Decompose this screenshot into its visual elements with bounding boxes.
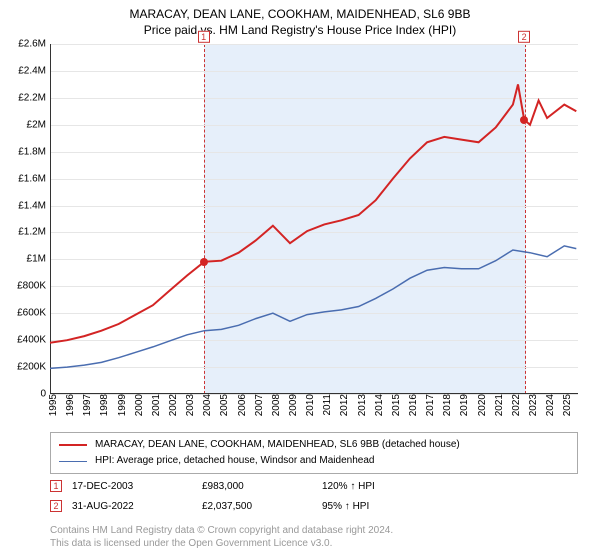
x-tick-label: 2002 — [166, 394, 179, 416]
y-tick-label: £2.2M — [18, 92, 50, 103]
x-tick-label: 2012 — [337, 394, 350, 416]
x-tick-label: 2016 — [406, 394, 419, 416]
legend-swatch-hpi — [59, 461, 87, 462]
legend-row-property: MARACAY, DEAN LANE, COOKHAM, MAIDENHEAD,… — [59, 437, 569, 453]
x-tick-label: 1995 — [46, 394, 59, 416]
x-tick-label: 2001 — [149, 394, 162, 416]
marker-2-icon: 2 — [50, 500, 62, 512]
y-tick-label: £1.6M — [18, 173, 50, 184]
legend-swatch-property — [59, 444, 87, 446]
x-tick-label: 2011 — [320, 394, 333, 416]
y-tick-label: £600K — [17, 308, 50, 319]
x-tick-label: 2006 — [235, 394, 248, 416]
x-tick-label: 1999 — [115, 394, 128, 416]
marker-1-pct: 120% ↑ HPI — [322, 481, 442, 492]
y-tick-label: £800K — [17, 281, 50, 292]
marker-1-box: 1 — [198, 31, 210, 43]
x-tick-label: 2020 — [475, 394, 488, 416]
y-tick-label: £2.4M — [18, 65, 50, 76]
marker-1-date: 17-DEC-2003 — [72, 481, 202, 492]
x-tick-label: 2022 — [509, 394, 522, 416]
marker-1-icon: 1 — [50, 480, 62, 492]
marker-legend-row-1: 1 17-DEC-2003 £983,000 120% ↑ HPI — [50, 476, 442, 496]
chart-title: MARACAY, DEAN LANE, COOKHAM, MAIDENHEAD,… — [0, 0, 600, 38]
x-tick-label: 2000 — [132, 394, 145, 416]
x-tick-label: 2015 — [389, 394, 402, 416]
marker-2-pct: 95% ↑ HPI — [322, 501, 442, 512]
chart-container: MARACAY, DEAN LANE, COOKHAM, MAIDENHEAD,… — [0, 0, 600, 560]
marker-2-box: 2 — [518, 31, 530, 43]
footer-attribution: Contains HM Land Registry data © Crown c… — [50, 524, 393, 550]
series-line-property — [50, 84, 576, 342]
x-tick-label: 2003 — [183, 394, 196, 416]
x-tick-label: 2014 — [372, 394, 385, 416]
x-tick-label: 2019 — [457, 394, 470, 416]
x-tick-label: 2008 — [269, 394, 282, 416]
footer-line1: Contains HM Land Registry data © Crown c… — [50, 524, 393, 537]
marker-1-price: £983,000 — [202, 481, 322, 492]
series-line-hpi — [50, 246, 576, 369]
title-line1: MARACAY, DEAN LANE, COOKHAM, MAIDENHEAD,… — [0, 6, 600, 22]
marker-2-date: 31-AUG-2022 — [72, 501, 202, 512]
x-tick-label: 2013 — [355, 394, 368, 416]
y-tick-label: £1.2M — [18, 227, 50, 238]
x-tick-label: 1996 — [63, 394, 76, 416]
x-tick-label: 1998 — [97, 394, 110, 416]
x-tick-label: 2023 — [526, 394, 539, 416]
y-tick-label: £1.4M — [18, 200, 50, 211]
x-tick-label: 2025 — [560, 394, 573, 416]
y-tick-label: £2M — [27, 119, 50, 130]
x-tick-label: 2009 — [286, 394, 299, 416]
legend-label-property: MARACAY, DEAN LANE, COOKHAM, MAIDENHEAD,… — [95, 437, 460, 453]
x-tick-label: 2004 — [200, 394, 213, 416]
x-tick-label: 2017 — [423, 394, 436, 416]
x-tick-label: 2021 — [492, 394, 505, 416]
x-tick-label: 2010 — [303, 394, 316, 416]
legend-row-hpi: HPI: Average price, detached house, Wind… — [59, 453, 569, 469]
y-tick-label: £1M — [27, 254, 50, 265]
marker-legend-row-2: 2 31-AUG-2022 £2,037,500 95% ↑ HPI — [50, 496, 442, 516]
marker-legend: 1 17-DEC-2003 £983,000 120% ↑ HPI 2 31-A… — [50, 476, 442, 516]
legend: MARACAY, DEAN LANE, COOKHAM, MAIDENHEAD,… — [50, 432, 578, 474]
x-tick-label: 2007 — [252, 394, 265, 416]
x-tick-label: 1997 — [80, 394, 93, 416]
chart-plot-area: 0£200K£400K£600K£800K£1M£1.2M£1.4M£1.6M£… — [50, 44, 578, 394]
y-tick-label: £2.6M — [18, 39, 50, 50]
chart-svg — [50, 44, 578, 394]
y-tick-label: £400K — [17, 335, 50, 346]
footer-line2: This data is licensed under the Open Gov… — [50, 537, 393, 550]
title-line2: Price paid vs. HM Land Registry's House … — [0, 22, 600, 38]
y-tick-label: £200K — [17, 362, 50, 373]
y-tick-label: £1.8M — [18, 146, 50, 157]
x-tick-label: 2024 — [543, 394, 556, 416]
marker-2-price: £2,037,500 — [202, 501, 322, 512]
x-tick-label: 2005 — [217, 394, 230, 416]
x-tick-label: 2018 — [440, 394, 453, 416]
legend-label-hpi: HPI: Average price, detached house, Wind… — [95, 453, 374, 469]
